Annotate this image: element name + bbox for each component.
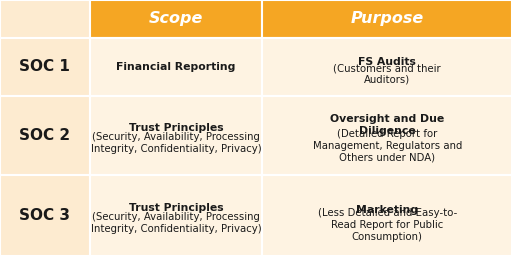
- Bar: [0, 0, 90, 38]
- Bar: [90, 175, 262, 256]
- Text: (Detailed Report for
Management, Regulators and
Others under NDA): (Detailed Report for Management, Regulat…: [312, 129, 462, 162]
- Text: (Customers and their
Auditors): (Customers and their Auditors): [333, 63, 441, 85]
- Text: Purpose: Purpose: [351, 12, 424, 26]
- Bar: [262, 175, 512, 256]
- Text: (Security, Availability, Processing
Integrity, Confidentiality, Privacy): (Security, Availability, Processing Inte…: [91, 132, 261, 154]
- Text: (Security, Availability, Processing
Integrity, Confidentiality, Privacy): (Security, Availability, Processing Inte…: [91, 212, 261, 234]
- Bar: [262, 0, 512, 38]
- Text: SOC 3: SOC 3: [19, 208, 70, 223]
- Bar: [262, 38, 512, 96]
- Bar: [0, 175, 90, 256]
- Bar: [90, 38, 262, 96]
- Text: SOC 1: SOC 1: [19, 59, 70, 74]
- Text: Scope: Scope: [149, 12, 203, 26]
- Text: Financial Reporting: Financial Reporting: [116, 62, 236, 72]
- Bar: [262, 96, 512, 175]
- Text: Trust Principles: Trust Principles: [129, 123, 223, 133]
- Text: Trust Principles: Trust Principles: [129, 202, 223, 213]
- Bar: [90, 0, 262, 38]
- Text: Marketing: Marketing: [356, 205, 418, 215]
- Text: Oversight and Due
Diligence: Oversight and Due Diligence: [330, 114, 444, 136]
- Text: SOC 2: SOC 2: [19, 128, 70, 143]
- Bar: [90, 96, 262, 175]
- Bar: [0, 96, 90, 175]
- Text: (Less Detailed and Easy-to-
Read Report for Public
Consumption): (Less Detailed and Easy-to- Read Report …: [317, 208, 457, 242]
- Bar: [0, 38, 90, 96]
- Text: FS Audits: FS Audits: [358, 57, 416, 67]
